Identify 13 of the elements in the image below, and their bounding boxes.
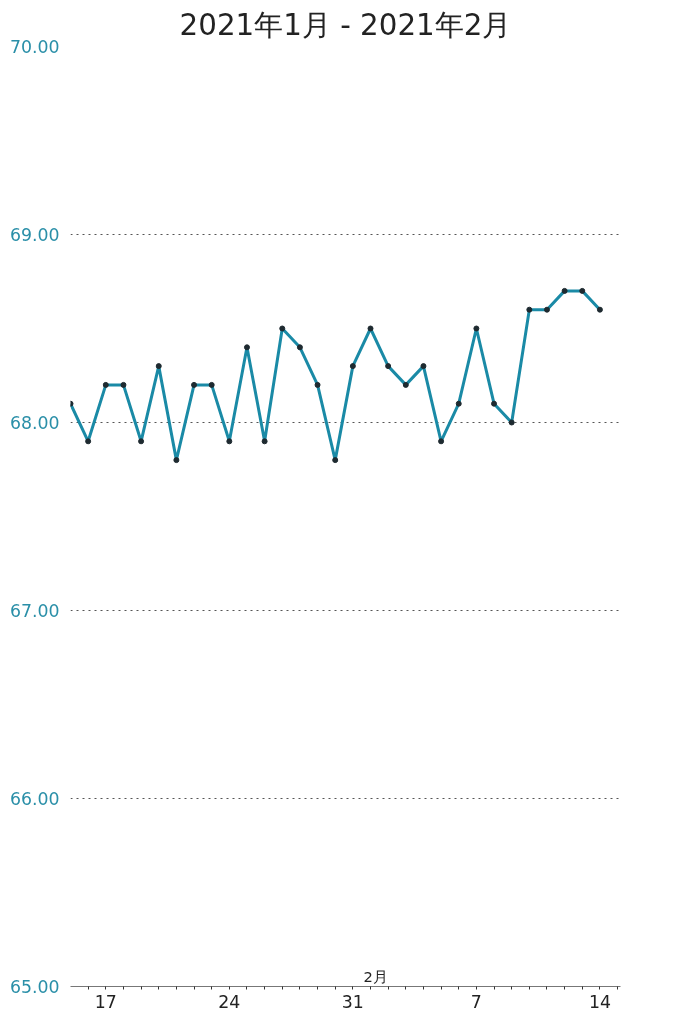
- y-tick-label: 68.00: [9, 413, 60, 433]
- annotation: 2月: [363, 967, 388, 985]
- x-tick-label: 31: [341, 991, 364, 1012]
- y-tick-label: 67.00: [9, 601, 60, 621]
- y-tick-label: 66.00: [9, 789, 60, 809]
- x-tick-label: 24: [218, 991, 241, 1012]
- x-tick-label: 14: [588, 991, 611, 1012]
- y-tick-label: 70.00: [9, 37, 60, 57]
- x-tick-label: 17: [94, 991, 117, 1012]
- x-tick-label: 7: [470, 991, 482, 1012]
- y-tick-label: 69.00: [9, 225, 60, 245]
- y-tick-label: 65.00: [9, 977, 60, 997]
- chart-title: 2021年1月 - 2021年2月: [179, 7, 512, 42]
